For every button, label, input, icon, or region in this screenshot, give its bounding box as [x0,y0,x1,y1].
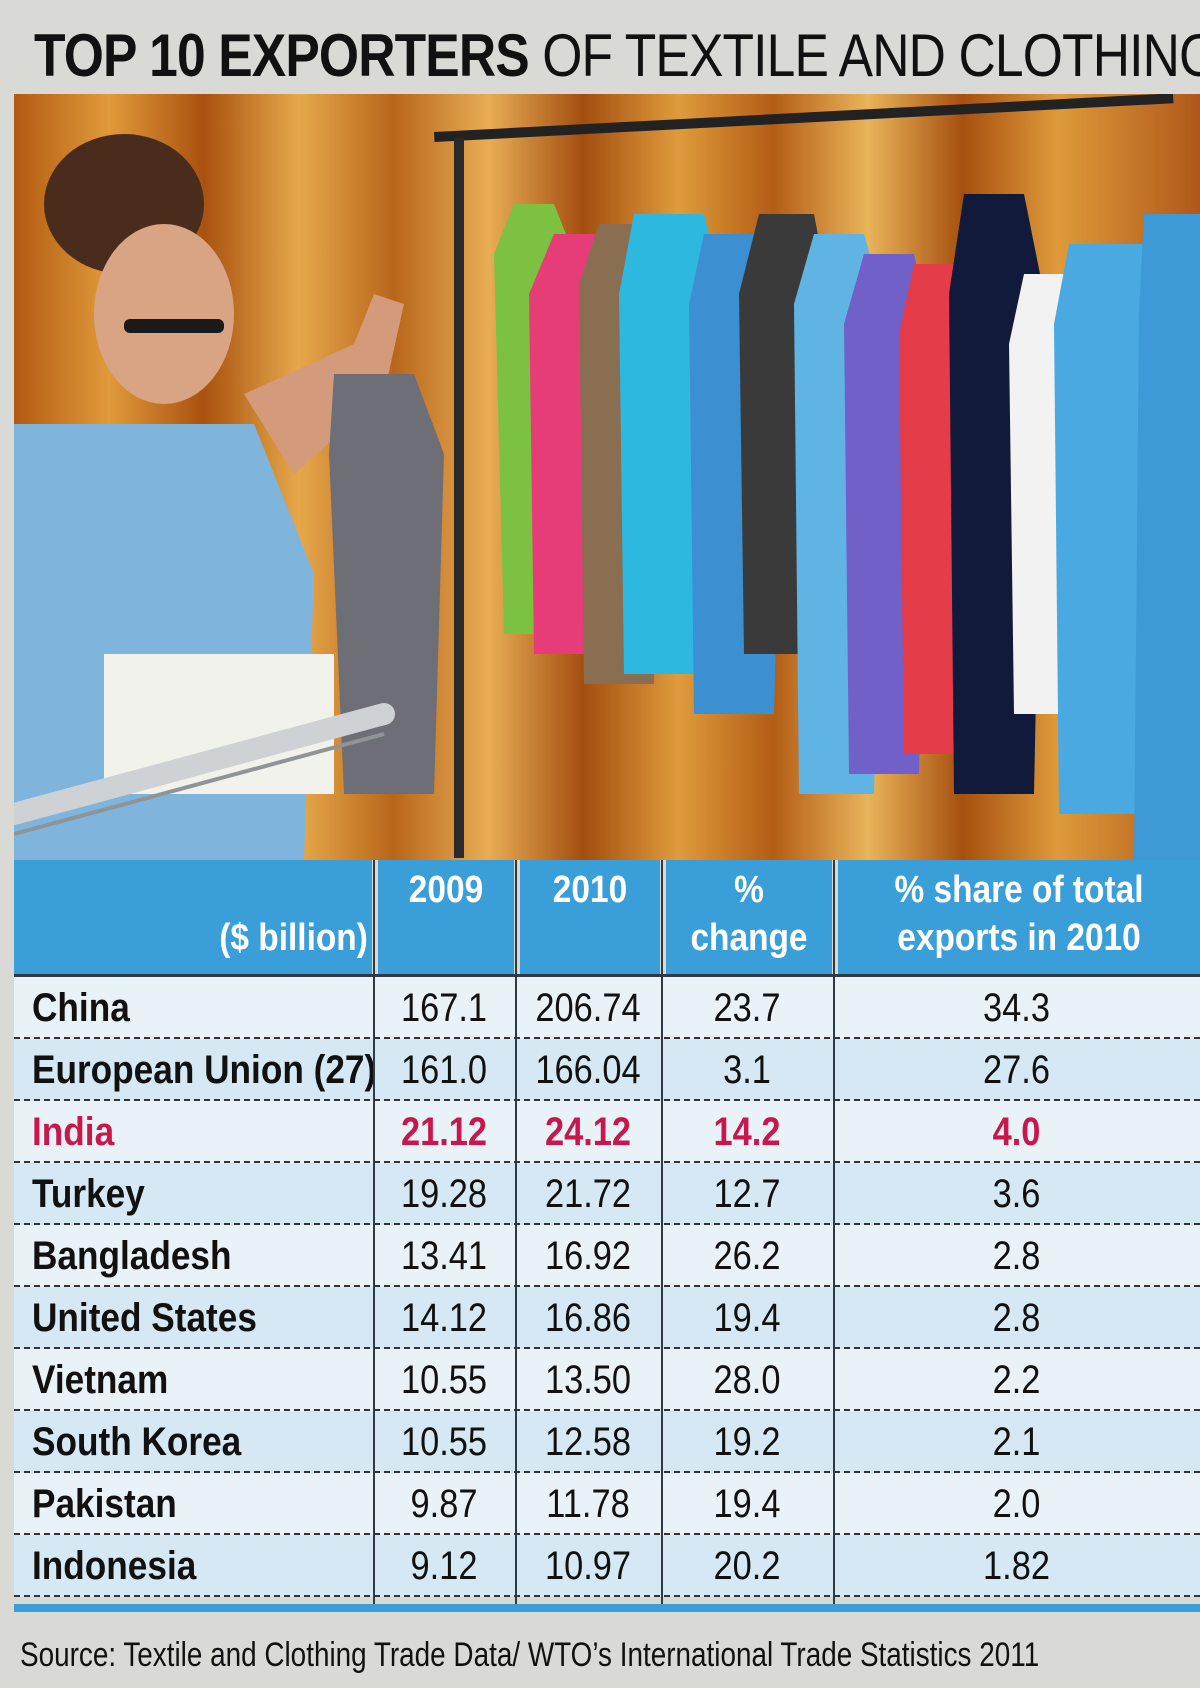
title-bold: TOP 10 EXPORTERS [34,22,530,89]
header-share: % share of total exports in 2010 [838,860,1200,974]
cell-share: 2.0 [992,1482,1041,1526]
country-name: Pakistan [32,1482,177,1526]
cell-share: 2.1 [992,1420,1041,1464]
cell-change: 14.2 [713,1110,781,1154]
cell-share: 3.6 [992,1172,1041,1216]
column-divider [661,860,663,1606]
cell-2010: 166.04 [535,1048,641,1092]
column-divider [515,860,517,1606]
cell-2010: 16.92 [544,1234,632,1278]
country-name: China [32,986,130,1030]
cell-change: 20.2 [713,1544,781,1588]
cell-2009: 10.55 [400,1358,488,1402]
clothing-rack-photo [14,94,1200,860]
cell-2009: 21.12 [400,1110,488,1154]
country-name: South Korea [32,1420,242,1464]
country-name: Bangladesh [32,1234,232,1278]
cell-2009: 14.12 [400,1296,488,1340]
cell-share: 2.8 [992,1234,1041,1278]
cell-2009: 9.87 [410,1482,478,1526]
header-2009: 2009 [378,860,514,974]
cell-share: 34.3 [983,986,1050,1030]
cell-2010: 12.58 [544,1420,632,1464]
cell-change: 19.2 [713,1420,781,1464]
country-name: Turkey [32,1172,145,1216]
cell-change: 3.1 [723,1048,771,1092]
cell-2010: 21.72 [544,1172,632,1216]
cell-share: 1.82 [983,1544,1050,1588]
page-title: TOP 10 EXPORTERS OF TEXTILE AND CLOTHING [34,18,1200,94]
title-light: OF TEXTILE AND CLOTHING [542,22,1200,89]
cell-share: 2.2 [992,1358,1041,1402]
cell-change: 19.4 [713,1296,781,1340]
cell-change: 28.0 [713,1358,781,1402]
cell-change: 12.7 [713,1172,781,1216]
country-name: European Union (27) [32,1048,377,1092]
table-row: China 167.1 206.74 23.7 34.3 [14,977,1200,1039]
cell-2009: 167.1 [400,986,488,1030]
table-row: United States 14.12 16.86 19.4 2.8 [14,1287,1200,1349]
table-row: South Korea 10.55 12.58 19.2 2.1 [14,1411,1200,1473]
table-row: Pakistan 9.87 11.78 19.4 2.0 [14,1473,1200,1535]
country-name: United States [32,1296,257,1340]
header-change: % change [666,860,832,974]
table-row: Bangladesh 13.41 16.92 26.2 2.8 [14,1225,1200,1287]
table-row: Turkey 19.28 21.72 12.7 3.6 [14,1163,1200,1225]
cell-2010: 13.50 [544,1358,632,1402]
table-row: Vietnam 10.55 13.50 28.0 2.2 [14,1349,1200,1411]
cell-2010: 206.74 [535,986,641,1030]
cell-share: 2.8 [992,1296,1041,1340]
header-unit: ($ billion) [14,860,372,974]
cell-share: 27.6 [983,1048,1050,1092]
cell-2009: 19.28 [400,1172,488,1216]
table-row: India 21.12 24.12 14.2 4.0 [14,1101,1200,1163]
country-name: Indonesia [32,1544,197,1588]
cell-change: 23.7 [713,986,781,1030]
cell-share: 4.0 [992,1110,1041,1154]
table-row: European Union (27) 161.0 166.04 3.1 27.6 [14,1039,1200,1101]
cell-2010: 10.97 [544,1544,632,1588]
cell-2010: 24.12 [544,1110,632,1154]
country-name: Vietnam [32,1358,169,1402]
cell-change: 26.2 [713,1234,781,1278]
column-divider [833,860,835,1606]
table-bottom-bar [14,1604,1200,1612]
column-divider [373,860,375,1606]
header-divider [14,974,1200,977]
cell-2010: 16.86 [544,1296,632,1340]
table-row: Indonesia 9.12 10.97 20.2 1.82 [14,1535,1200,1597]
cell-2009: 13.41 [400,1234,488,1278]
cell-2009: 9.12 [410,1544,478,1588]
cell-2009: 10.55 [400,1420,488,1464]
cell-change: 19.4 [713,1482,781,1526]
country-name: India [32,1110,115,1154]
header-2010: 2010 [520,860,660,974]
source-note: Source: Textile and Clothing Trade Data/… [20,1636,1040,1674]
cell-2010: 11.78 [546,1482,630,1526]
exporters-table: ($ billion) 2009 2010 % change % share o… [14,860,1200,1616]
cell-2009: 161.0 [400,1048,488,1092]
